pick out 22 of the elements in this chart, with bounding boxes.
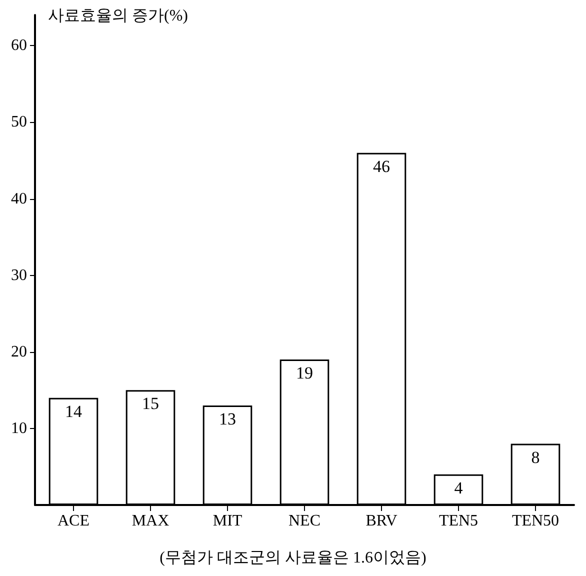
y-axis-title: 사료효율의 증가(%)	[48, 8, 188, 24]
y-tick-label: 10	[11, 420, 27, 437]
x-tick-label: MAX	[132, 512, 170, 530]
data-label: 4	[454, 478, 464, 498]
x-tick-label: BRV	[366, 512, 398, 530]
data-label: 46	[373, 156, 390, 176]
data-label: 8	[531, 448, 540, 467]
x-tick-label: TEN50	[512, 512, 560, 530]
data-label: 13	[219, 409, 236, 428]
y-tick-label: 30	[11, 266, 27, 284]
y-tick-label: 60	[11, 37, 27, 54]
x-tick-label: NEC	[288, 512, 320, 530]
y-tick-label: 50	[11, 114, 27, 131]
x-axis-title: (무첨가 대조군의 사료율은 1.6이었음)	[160, 550, 426, 566]
data-label: 14	[65, 402, 82, 421]
x-tick-label: ACE	[58, 512, 90, 530]
data-label: 19	[296, 364, 313, 383]
y-tick-label: 20	[11, 343, 27, 360]
y-tick-label: 40	[11, 190, 27, 208]
data-label: 15	[142, 394, 159, 414]
x-tick-label: TEN5	[438, 512, 478, 530]
x-tick-label: MIT	[212, 512, 242, 530]
